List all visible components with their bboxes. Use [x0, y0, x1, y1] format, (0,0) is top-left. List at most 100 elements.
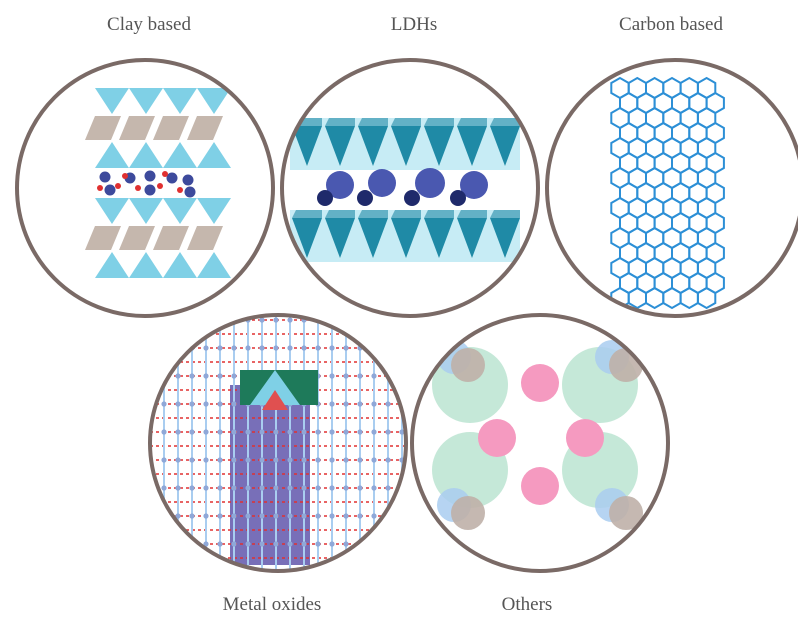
lattice-atom: [343, 429, 349, 435]
ldh-top: [457, 118, 487, 126]
ldh-top: [325, 210, 355, 218]
lattice-atom: [245, 345, 251, 351]
lattice-atom: [371, 569, 377, 571]
lattice-atom: [231, 345, 237, 351]
lattice-atom: [343, 401, 349, 407]
lattice-atom: [357, 485, 363, 491]
lattice-atom: [203, 457, 209, 463]
lattice-atom: [217, 457, 223, 463]
lattice-atom: [399, 569, 405, 571]
lattice-atom: [150, 541, 153, 547]
lattice-atom: [371, 513, 377, 519]
lattice-atom: [385, 457, 391, 463]
ldh-top: [358, 118, 388, 126]
lattice-atom: [189, 541, 195, 547]
ldh-octahedron: [325, 218, 355, 258]
label-metal-oxides: Metal oxides: [222, 594, 322, 615]
lattice-atom: [217, 345, 223, 351]
lattice-atom: [399, 429, 405, 435]
linker-atom: [521, 364, 559, 402]
linker-atom: [566, 419, 604, 457]
oxygen-atom: [177, 187, 183, 193]
lattice-atom: [231, 429, 237, 435]
lattice-atom: [399, 373, 405, 379]
lattice-atom: [175, 373, 181, 379]
lattice-atom: [287, 429, 293, 435]
lattice-atom: [161, 485, 167, 491]
lattice-atom: [301, 513, 307, 519]
lattice-atom: [150, 569, 153, 571]
interlayer-atom: [144, 170, 156, 182]
lattice-atom: [343, 485, 349, 491]
lattice-atom: [150, 373, 153, 379]
lattice-atom: [175, 317, 181, 323]
lattice-atom: [231, 513, 237, 519]
graphene-hexagon: [645, 286, 665, 310]
lattice-atom: [245, 541, 251, 547]
interlayer-anion: [326, 171, 354, 199]
lattice-atom: [301, 485, 307, 491]
lattice-atom: [385, 345, 391, 351]
lattice-atom: [231, 373, 237, 379]
lattice-atom: [189, 457, 195, 463]
ldh-octahedron: [490, 218, 520, 258]
lattice-atom: [217, 373, 223, 379]
lattice-atom: [161, 541, 167, 547]
lattice-atom: [329, 569, 335, 571]
interlayer-anion: [368, 169, 396, 197]
lattice-atom: [273, 317, 279, 323]
interlayer-anion: [460, 171, 488, 199]
lattice-atom: [259, 429, 265, 435]
lattice-atom: [259, 485, 265, 491]
lattice-atom: [287, 317, 293, 323]
lattice-atom: [203, 401, 209, 407]
circle-metal-oxides: [148, 313, 408, 573]
ldh-octahedron: [457, 218, 487, 258]
lattice-atom: [175, 429, 181, 435]
lattice-atom: [301, 457, 307, 463]
ldh-top: [391, 118, 421, 126]
circle-carbon: [545, 58, 798, 318]
interlayer-anion: [415, 168, 445, 198]
lattice-atom: [357, 373, 363, 379]
lattice-atom: [329, 401, 335, 407]
lattice-atom: [315, 541, 321, 547]
lattice-atom: [175, 345, 181, 351]
ldh-octahedron: [424, 218, 454, 258]
lattice-atom: [343, 541, 349, 547]
lattice-atom: [161, 429, 167, 435]
interlayer-atom: [99, 171, 111, 183]
water-molecule: [404, 190, 420, 206]
octahedron: [187, 116, 223, 140]
ldh-top: [325, 118, 355, 126]
lattice-atom: [259, 457, 265, 463]
lattice-atom: [203, 569, 209, 571]
lattice-atom: [371, 373, 377, 379]
ldh-structure: [290, 118, 520, 262]
lattice-atom: [273, 541, 279, 547]
tetrahedron: [95, 252, 129, 278]
lattice-atom: [175, 513, 181, 519]
lattice-atom: [259, 345, 265, 351]
lattice-atom: [399, 345, 405, 351]
lattice-atom: [273, 345, 279, 351]
lattice-atom: [245, 569, 251, 571]
ldh-octahedron: [457, 126, 487, 166]
oxygen-atom: [162, 171, 168, 177]
ldh-octahedron: [490, 126, 520, 166]
lattice-atom: [175, 569, 181, 571]
lattice-atom: [371, 541, 377, 547]
tetrahedron: [163, 142, 197, 168]
lattice-atom: [273, 485, 279, 491]
ldh-octahedron: [358, 126, 388, 166]
lattice-atom: [150, 345, 153, 351]
lattice-atom: [343, 513, 349, 519]
lattice-atom: [371, 317, 377, 323]
ldh-top: [424, 210, 454, 218]
lattice-atom: [259, 317, 265, 323]
tetrahedron: [129, 198, 163, 224]
lattice-atom: [273, 429, 279, 435]
lattice-atom: [399, 317, 405, 323]
lattice-atom: [175, 541, 181, 547]
tetrahedron: [197, 252, 231, 278]
